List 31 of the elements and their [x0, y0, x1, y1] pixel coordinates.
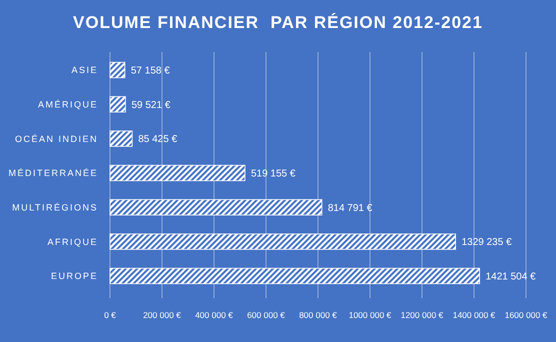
x-tick-label: 1400 000 € — [452, 310, 496, 320]
x-tick-label: 800 000 € — [299, 310, 338, 320]
y-tick-label: AFRIQUE — [47, 236, 98, 247]
chart-title: VOLUME FINANCIER PAR RÉGION 2012-2021 — [73, 12, 483, 32]
bar — [110, 130, 133, 147]
y-tick-label: OCÉAN INDIEN — [14, 134, 98, 144]
data-label: 57 158 € — [130, 66, 170, 77]
x-tick-label: 0 € — [104, 310, 116, 320]
data-label: 1329 235 € — [462, 237, 512, 248]
y-tick-label: EUROPE — [50, 271, 98, 282]
y-tick-label: AMÉRIQUE — [38, 100, 98, 110]
data-label: 519 155 € — [250, 168, 296, 180]
y-tick-label: MULTIRÉGIONS — [12, 202, 98, 212]
data-label: 85 425 € — [138, 134, 178, 146]
x-tick-label: 200 000 € — [143, 310, 182, 320]
x-tick-label: 1000 000 € — [348, 310, 392, 320]
data-label: 814 791 € — [328, 202, 373, 214]
bar — [110, 234, 456, 250]
data-label: 1421 504 € — [486, 271, 536, 282]
data-label: 59 521 € — [131, 100, 171, 111]
bar — [110, 96, 126, 112]
x-tick-label: 600 000 € — [247, 310, 286, 320]
x-tick-label: 400 000 € — [195, 310, 234, 320]
bar — [110, 199, 322, 216]
bar — [110, 62, 126, 78]
y-tick-label: MÉDITERRANÉE — [8, 168, 98, 178]
x-tick-label: 1200 000 € — [400, 310, 444, 320]
x-tick-label: 1600 000 € — [504, 310, 548, 320]
bar — [110, 164, 246, 182]
y-tick-label: ASIE — [71, 65, 98, 76]
bar — [110, 268, 480, 284]
